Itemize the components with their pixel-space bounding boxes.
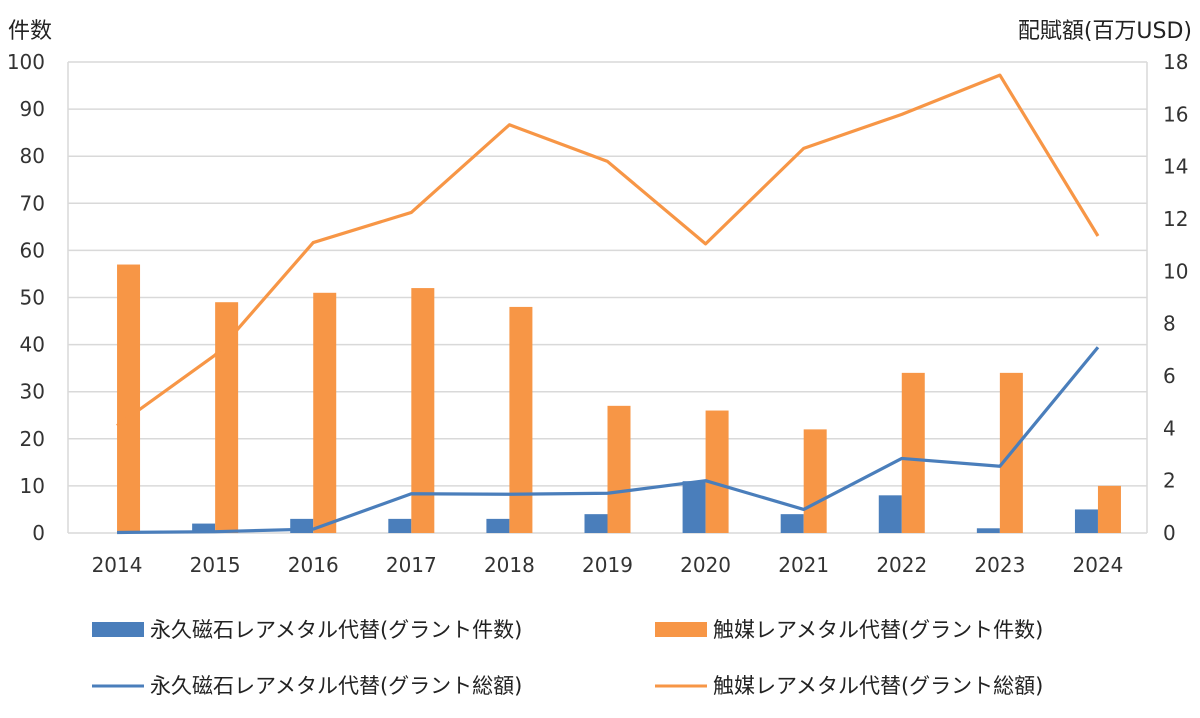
x-tick-label: 2016: [288, 553, 339, 577]
right-tick-label: 16: [1163, 102, 1188, 126]
series-line: [116, 73, 1100, 428]
x-tick-label: 2023: [974, 553, 1025, 577]
bar: [215, 302, 239, 533]
x-axis-ticks: 2014 2015 2016 2017 2018 2019 2020 2021 2022 2023…: [92, 553, 1124, 577]
bar: [803, 429, 827, 533]
legend-label-magnet-count: 永久磁石レアメタル代替(グラント件数): [150, 618, 522, 642]
bar: [976, 528, 1000, 533]
left-tick-label: 50: [20, 286, 45, 310]
bar: [584, 514, 608, 533]
legend-swatch-catalyst-count: [655, 622, 707, 637]
x-tick-label: 2020: [680, 553, 731, 577]
bar: [1097, 485, 1121, 533]
left-tick-label: 80: [20, 144, 45, 168]
right-tick-label: 18: [1163, 50, 1188, 74]
bars: [117, 264, 1121, 533]
bar: [313, 292, 337, 533]
bar: [901, 372, 925, 533]
legend-label-magnet-amount: 永久磁石レアメタル代替(グラント総額): [150, 674, 522, 698]
lines: [116, 73, 1100, 535]
bar: [1074, 509, 1098, 533]
right-tick-label: 4: [1163, 416, 1176, 440]
bar: [705, 410, 729, 533]
bar: [509, 306, 533, 533]
left-tick-label: 90: [20, 97, 45, 121]
x-tick-label: 2017: [386, 553, 437, 577]
bar: [117, 264, 141, 533]
x-tick-label: 2019: [582, 553, 633, 577]
x-tick-label: 2018: [484, 553, 535, 577]
left-axis-ticks: 0 10 20 30 40 50 60 70 80 90 100: [7, 50, 45, 545]
left-tick-label: 30: [20, 380, 45, 404]
bar: [878, 495, 902, 533]
left-tick-label: 0: [32, 521, 45, 545]
x-tick-label: 2014: [92, 553, 143, 577]
right-tick-label: 10: [1163, 259, 1188, 283]
bar: [486, 518, 510, 533]
legend-label-catalyst-amount: 触媒レアメタル代替(グラント総額): [713, 674, 1043, 698]
left-tick-label: 10: [20, 474, 45, 498]
left-tick-label: 20: [20, 427, 45, 451]
bar: [780, 514, 804, 533]
x-tick-label: 2022: [876, 553, 927, 577]
legend: 永久磁石レアメタル代替(グラント件数) 触媒レアメタル代替(グラント件数) 永久…: [92, 618, 1043, 698]
right-tick-label: 2: [1163, 469, 1176, 493]
bar: [388, 518, 412, 533]
bar: [607, 405, 631, 533]
bar: [192, 523, 216, 533]
left-axis-title: 件数: [8, 19, 52, 44]
right-tick-label: 12: [1163, 207, 1188, 231]
legend-swatch-magnet-count: [92, 622, 144, 637]
gridlines: [67, 61, 1148, 534]
right-tick-label: 6: [1163, 364, 1176, 388]
right-tick-label: 8: [1163, 312, 1176, 336]
x-tick-label: 2021: [778, 553, 829, 577]
left-tick-label: 60: [20, 238, 45, 262]
right-axis-ticks: 0 2 4 6 8 10 12 14 16 18: [1163, 50, 1188, 545]
series-line: [117, 346, 1100, 535]
left-tick-label: 100: [7, 50, 45, 74]
right-tick-label: 0: [1163, 521, 1176, 545]
x-tick-label: 2015: [190, 553, 241, 577]
x-tick-label: 2024: [1073, 553, 1124, 577]
bar: [411, 288, 435, 533]
right-axis-title: 配賦額(百万USD): [1018, 19, 1192, 44]
legend-label-catalyst-count: 触媒レアメタル代替(グラント件数): [713, 618, 1043, 642]
left-tick-label: 40: [20, 333, 45, 357]
left-tick-label: 70: [20, 191, 45, 215]
right-tick-label: 14: [1163, 155, 1188, 179]
bar: [682, 481, 706, 533]
